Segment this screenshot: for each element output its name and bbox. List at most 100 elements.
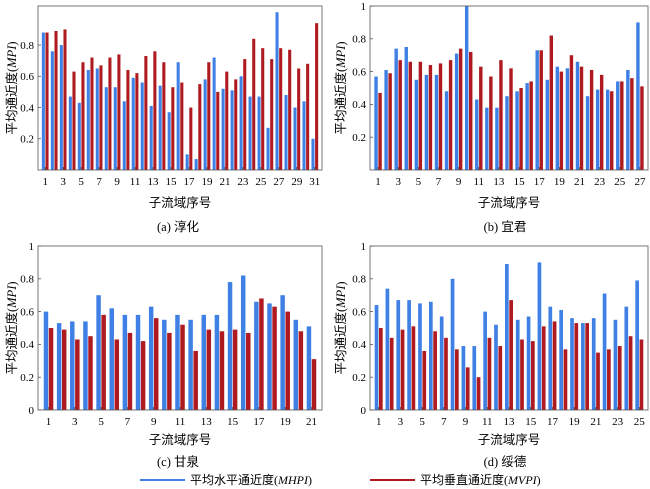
bar-c-mvpi-21 bbox=[311, 359, 317, 410]
bar-c-mhpi-21 bbox=[306, 326, 312, 410]
bar-b-mvpi-14 bbox=[509, 68, 513, 170]
y-tick-label: 0.6 bbox=[20, 306, 34, 318]
bar-d-mvpi-4 bbox=[411, 326, 416, 410]
bar-c-mhpi-13 bbox=[201, 314, 206, 410]
bar-c-mvpi-2 bbox=[61, 329, 67, 410]
x-tick-label: 11 bbox=[175, 416, 186, 428]
bar-c-mvpi-7 bbox=[127, 332, 133, 410]
label-part: ) bbox=[5, 41, 19, 45]
bar-c-mvpi-18 bbox=[272, 306, 277, 410]
bar-c-mvpi-5 bbox=[101, 314, 106, 410]
bar-a-mhpi-16 bbox=[176, 62, 180, 171]
bar-c-mhpi-12 bbox=[188, 319, 193, 410]
y-tick-label: 0.2 bbox=[352, 132, 366, 144]
bar-a-mhpi-29 bbox=[293, 107, 297, 170]
bar-b-mhpi-9 bbox=[454, 53, 459, 171]
bar-d-mvpi-5 bbox=[422, 350, 427, 410]
bar-d-mhpi-17 bbox=[548, 306, 553, 410]
panel-caption-b: (b) 宜君 bbox=[484, 219, 527, 234]
x-tick-label: 25 bbox=[255, 176, 267, 188]
bar-d-mvpi-24 bbox=[628, 336, 633, 410]
bar-d-mhpi-19 bbox=[570, 318, 574, 410]
label-part: MPI bbox=[5, 45, 19, 69]
bar-c-mvpi-20 bbox=[298, 331, 304, 410]
bar-d-mvpi-15 bbox=[531, 341, 535, 410]
bar-d-mhpi-14 bbox=[515, 319, 520, 410]
x-tick-label: 3 bbox=[60, 176, 66, 188]
label-part: 平均通近度( bbox=[333, 68, 348, 135]
bar-d-mvpi-10 bbox=[476, 377, 481, 410]
bar-a-mhpi-11 bbox=[131, 77, 135, 170]
x-axis-d: 1 3 5 7 9 11 13 15 17 19 21 23 25 bbox=[376, 407, 645, 428]
x-tick-label: 17 bbox=[253, 416, 265, 428]
label-part: 平均通近度( bbox=[333, 308, 348, 375]
label-part: 平均水平通近度( bbox=[190, 472, 278, 487]
bar-b-mvpi-11 bbox=[479, 66, 483, 170]
bar-a-mhpi-10 bbox=[122, 101, 126, 170]
y-tick-label: 0.8 bbox=[20, 274, 34, 286]
bar-c-mhpi-2 bbox=[56, 323, 62, 410]
bar-a-mvpi-21 bbox=[225, 71, 229, 170]
label-part: MPI bbox=[334, 45, 348, 69]
bar-d-mvpi-11 bbox=[487, 337, 492, 410]
bar-a-mhpi-5 bbox=[77, 102, 81, 170]
legend-label-mvpi: 平均垂直通近度(MVPI) bbox=[420, 472, 541, 487]
x-tick-label: 7 bbox=[436, 176, 442, 188]
bar-a-mhpi-28 bbox=[284, 95, 288, 170]
bar-c-mvpi-19 bbox=[285, 311, 290, 410]
bar-b-mvpi-8 bbox=[448, 60, 453, 171]
bar-b-mhpi-25 bbox=[616, 81, 620, 170]
bar-d-mvpi-23 bbox=[617, 346, 622, 410]
x-tick-label: 23 bbox=[237, 176, 249, 188]
bar-b-mvpi-3 bbox=[398, 60, 402, 171]
bar-a-mvpi-22 bbox=[234, 79, 238, 170]
bar-c-mhpi-8 bbox=[135, 314, 141, 410]
bar-a-mhpi-13 bbox=[149, 105, 153, 170]
bar-a-mhpi-1 bbox=[41, 32, 45, 170]
bar-b-mvpi-20 bbox=[569, 55, 574, 171]
bar-b-mhpi-5 bbox=[414, 79, 419, 170]
x-tick-label: 25 bbox=[634, 416, 646, 428]
y-tick-label: 0.8 bbox=[20, 40, 34, 52]
x-tick-label: 19 bbox=[201, 176, 213, 188]
bar-d-mhpi-8 bbox=[450, 278, 455, 410]
x-tick-label: 15 bbox=[227, 416, 239, 428]
bar-d-mvpi-18 bbox=[563, 349, 568, 410]
bar-d-mvpi-12 bbox=[498, 346, 503, 410]
bar-c-mhpi-6 bbox=[109, 308, 114, 410]
bars-c bbox=[43, 275, 317, 410]
bar-a-mvpi-4 bbox=[72, 71, 76, 170]
bar-a-mvpi-6 bbox=[90, 57, 94, 170]
bar-a-mvpi-8 bbox=[108, 57, 112, 170]
label-part: 平均垂直通近度( bbox=[420, 472, 508, 487]
x-tick-label: 3 bbox=[72, 416, 78, 428]
bar-b-mhpi-12 bbox=[485, 107, 489, 170]
bar-a-mvpi-24 bbox=[252, 38, 256, 170]
bar-c-mvpi-10 bbox=[167, 332, 172, 410]
bar-c-mvpi-1 bbox=[48, 328, 54, 410]
x-tick-label: 17 bbox=[183, 176, 195, 188]
bar-d-mhpi-16 bbox=[537, 262, 542, 410]
bar-a-mvpi-30 bbox=[306, 63, 310, 170]
bar-a-mvpi-19 bbox=[207, 62, 211, 171]
bar-d-mhpi-11 bbox=[483, 311, 487, 410]
bars-a bbox=[41, 12, 319, 171]
bar-b-mhpi-2 bbox=[384, 69, 388, 170]
x-tick-label: 17 bbox=[534, 176, 546, 188]
bar-a-mhpi-7 bbox=[95, 68, 99, 170]
bars-b bbox=[374, 6, 644, 171]
x-tick-label: 27 bbox=[634, 176, 646, 188]
bar-b-mhpi-21 bbox=[575, 61, 580, 171]
bar-c-mhpi-9 bbox=[148, 306, 154, 410]
x-tick-label: 5 bbox=[419, 416, 425, 428]
bar-d-mhpi-13 bbox=[505, 264, 509, 410]
bar-a-mhpi-25 bbox=[257, 96, 261, 170]
bar-a-mhpi-2 bbox=[50, 51, 54, 170]
bar-b-mvpi-12 bbox=[489, 76, 493, 170]
bar-c-mvpi-6 bbox=[114, 339, 120, 410]
bar-b-mvpi-16 bbox=[529, 81, 533, 170]
y-tick-label: 1 bbox=[361, 241, 367, 253]
bar-d-mvpi-25 bbox=[639, 339, 644, 410]
y-tick-label: 0.6 bbox=[352, 66, 366, 78]
